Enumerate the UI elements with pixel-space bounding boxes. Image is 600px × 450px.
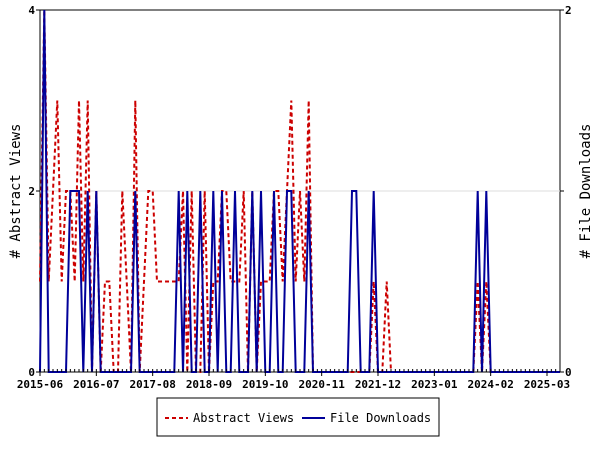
y-right-tick-label: 0 — [565, 366, 572, 379]
x-tick-label: 2020-11 — [298, 378, 345, 391]
x-tick-label: 2015-06 — [17, 378, 64, 391]
axes: 0 2 4 0 2 2015-06 2016-07 2017-08 2018-09 2019-10… — [17, 4, 572, 391]
x-tick-label: 2021-12 — [355, 378, 401, 391]
series-line-abstract-views — [39, 9, 560, 373]
legend-box — [156, 397, 440, 437]
y-left-tick-label: 0 — [28, 366, 35, 379]
x-tick-label: 2019-10 — [242, 378, 288, 391]
legend: Abstract Views File Downloads — [156, 397, 440, 437]
y-right-tick-label: 2 — [565, 4, 572, 17]
y-left-axis-title: # Abstract Views — [8, 124, 24, 259]
x-tick-label: 2018-09 — [186, 378, 232, 391]
x-tick-label: 2017-08 — [129, 378, 175, 391]
x-tick-label: 2025-03 — [524, 378, 570, 391]
y-left-tick-label: 4 — [28, 4, 35, 17]
legend-file-downloads-label: File Downloads — [330, 411, 431, 425]
y-left-tick-label: 2 — [28, 185, 35, 198]
x-tick-label: 2024-02 — [467, 378, 513, 391]
legend-abstract-views-label: Abstract Views — [193, 411, 294, 425]
x-tick-label: 2016-07 — [73, 378, 119, 391]
x-tick-label: 2023-01 — [411, 378, 458, 391]
y-right-axis-title: # File Downloads — [578, 124, 594, 259]
